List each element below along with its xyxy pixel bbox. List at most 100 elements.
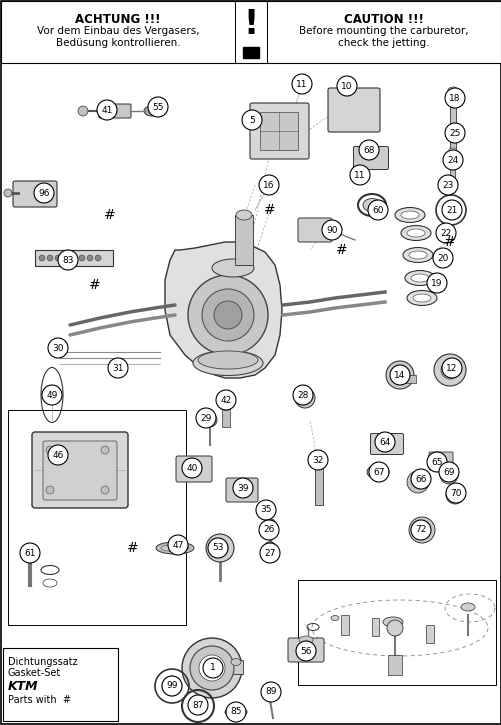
Text: 32: 32 bbox=[312, 455, 323, 465]
Circle shape bbox=[368, 462, 388, 482]
Text: CAUTION !!!: CAUTION !!! bbox=[343, 13, 423, 26]
Circle shape bbox=[408, 517, 434, 543]
Circle shape bbox=[441, 358, 461, 378]
Circle shape bbox=[241, 110, 262, 130]
Bar bbox=[35, 250, 113, 266]
Circle shape bbox=[406, 471, 428, 493]
Text: 14: 14 bbox=[393, 370, 405, 379]
Text: check the jetting.: check the jetting. bbox=[338, 38, 429, 48]
Text: 22: 22 bbox=[439, 228, 451, 238]
Circle shape bbox=[48, 445, 68, 465]
Circle shape bbox=[259, 520, 279, 540]
Text: 25: 25 bbox=[448, 128, 460, 138]
Circle shape bbox=[39, 255, 45, 261]
Ellipse shape bbox=[382, 617, 402, 627]
Ellipse shape bbox=[366, 465, 388, 479]
Text: 24: 24 bbox=[446, 155, 458, 165]
Text: 56: 56 bbox=[300, 647, 311, 655]
Circle shape bbox=[439, 466, 457, 484]
Text: !: ! bbox=[243, 8, 258, 41]
Bar bbox=[449, 90, 455, 125]
Circle shape bbox=[202, 413, 216, 427]
Text: 47: 47 bbox=[172, 541, 183, 550]
Circle shape bbox=[4, 189, 12, 197]
Circle shape bbox=[440, 361, 458, 379]
Circle shape bbox=[20, 543, 40, 563]
Circle shape bbox=[162, 676, 182, 696]
Text: Gasket-Set: Gasket-Set bbox=[8, 668, 61, 678]
Circle shape bbox=[205, 534, 233, 562]
Circle shape bbox=[188, 697, 206, 715]
Circle shape bbox=[34, 183, 54, 203]
FancyBboxPatch shape bbox=[298, 218, 331, 242]
Text: 28: 28 bbox=[297, 391, 308, 399]
Circle shape bbox=[79, 255, 85, 261]
Circle shape bbox=[374, 432, 394, 452]
Circle shape bbox=[182, 638, 241, 698]
Bar bbox=[242, 47, 259, 58]
Text: ACHTUNG !!!: ACHTUNG !!! bbox=[75, 13, 160, 26]
FancyBboxPatch shape bbox=[249, 103, 309, 159]
Ellipse shape bbox=[156, 542, 193, 554]
Bar bbox=[227, 660, 242, 674]
FancyBboxPatch shape bbox=[32, 432, 128, 508]
Circle shape bbox=[232, 478, 253, 498]
Ellipse shape bbox=[406, 291, 436, 305]
Text: 89: 89 bbox=[265, 687, 276, 697]
FancyBboxPatch shape bbox=[99, 104, 131, 118]
Circle shape bbox=[426, 452, 446, 472]
Circle shape bbox=[162, 676, 182, 696]
Bar bbox=[449, 162, 454, 178]
Circle shape bbox=[426, 273, 446, 293]
Circle shape bbox=[445, 486, 463, 504]
Circle shape bbox=[385, 361, 413, 389]
Ellipse shape bbox=[197, 351, 258, 369]
Circle shape bbox=[63, 255, 69, 261]
Bar bbox=[3, 648, 118, 721]
Ellipse shape bbox=[408, 251, 426, 259]
Ellipse shape bbox=[211, 259, 254, 277]
FancyBboxPatch shape bbox=[327, 88, 379, 132]
Circle shape bbox=[108, 358, 128, 378]
Circle shape bbox=[438, 462, 458, 482]
Text: 1: 1 bbox=[210, 663, 215, 673]
Circle shape bbox=[87, 255, 93, 261]
Text: 85: 85 bbox=[230, 708, 241, 716]
Circle shape bbox=[259, 175, 279, 195]
Text: 20: 20 bbox=[436, 254, 448, 262]
Circle shape bbox=[198, 655, 224, 681]
Text: 29: 29 bbox=[200, 413, 211, 423]
Text: 66: 66 bbox=[414, 474, 426, 484]
Circle shape bbox=[295, 388, 314, 408]
Text: #: # bbox=[127, 541, 139, 555]
Ellipse shape bbox=[263, 688, 277, 696]
Text: 16: 16 bbox=[263, 181, 274, 189]
Ellipse shape bbox=[144, 106, 160, 116]
Circle shape bbox=[437, 175, 457, 195]
Text: Bedüsung kontrollieren.: Bedüsung kontrollieren. bbox=[56, 38, 180, 48]
Ellipse shape bbox=[404, 270, 434, 286]
Text: 12: 12 bbox=[445, 363, 457, 373]
Circle shape bbox=[433, 354, 465, 386]
Circle shape bbox=[442, 150, 462, 170]
Circle shape bbox=[188, 695, 207, 715]
Ellipse shape bbox=[447, 87, 457, 93]
Text: 26: 26 bbox=[263, 526, 274, 534]
Text: Dichtungssatz: Dichtungssatz bbox=[8, 657, 78, 667]
Circle shape bbox=[46, 446, 54, 454]
Text: 87: 87 bbox=[192, 700, 203, 710]
Circle shape bbox=[444, 88, 464, 108]
Bar bbox=[260, 112, 298, 150]
Text: 61: 61 bbox=[24, 549, 36, 558]
Circle shape bbox=[58, 250, 78, 270]
Circle shape bbox=[292, 74, 312, 94]
Text: 64: 64 bbox=[379, 437, 390, 447]
Ellipse shape bbox=[460, 603, 474, 611]
Text: 39: 39 bbox=[237, 484, 248, 492]
Text: 41: 41 bbox=[101, 106, 112, 115]
Text: 46: 46 bbox=[52, 450, 64, 460]
FancyBboxPatch shape bbox=[370, 434, 403, 455]
Ellipse shape bbox=[161, 544, 188, 552]
Circle shape bbox=[435, 195, 465, 225]
Circle shape bbox=[48, 338, 68, 358]
